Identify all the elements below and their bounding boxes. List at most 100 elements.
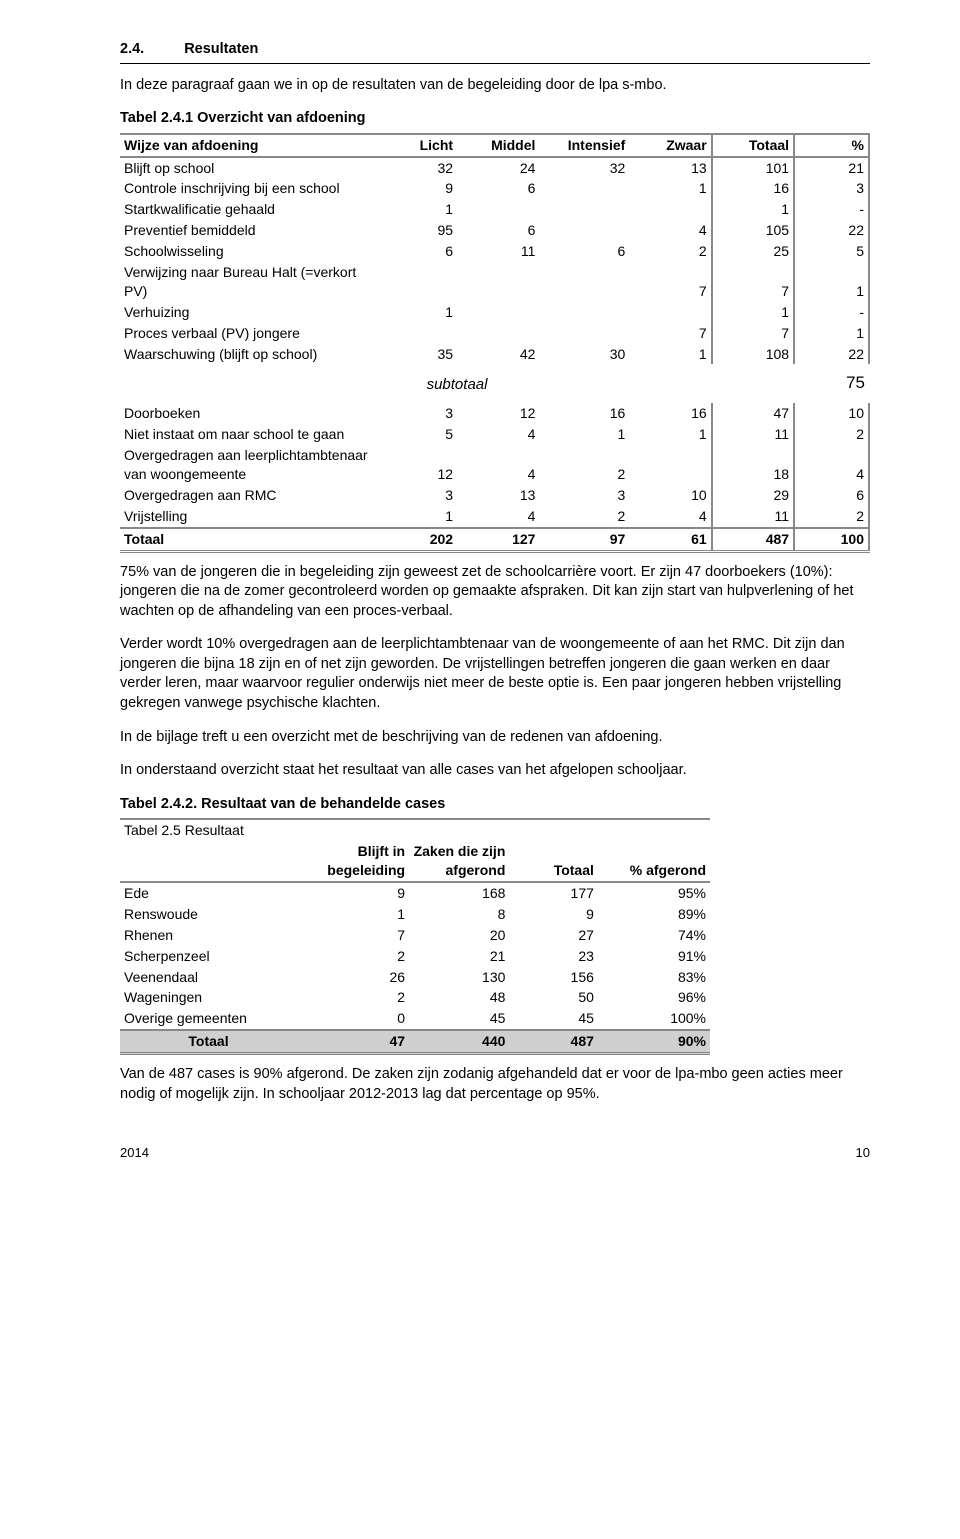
t2-head-cell: Blijft in begeleiding (297, 841, 409, 882)
t1-cell: 1 (794, 323, 869, 344)
t1-cell: 1 (375, 302, 457, 323)
body-p2: Verder wordt 10% overgedragen aan de lee… (120, 635, 870, 713)
t1-cell: 1 (629, 178, 711, 199)
t1-cell: 42 (457, 344, 539, 365)
t2-cell: 0 (297, 1008, 409, 1030)
t2-cell: 9 (509, 904, 598, 925)
t1-cell: 24 (457, 157, 539, 179)
t1-head-cell: Totaal (712, 134, 794, 157)
table-row: Proces verbaal (PV) jongere771 (120, 323, 869, 344)
t1-cell: 1 (712, 199, 794, 220)
t1-cell: 5 (794, 241, 869, 262)
t1-label: Proces verbaal (PV) jongere (120, 323, 375, 344)
table-row: Renswoude18989% (120, 904, 710, 925)
t1-label: Preventief bemiddeld (120, 220, 375, 241)
t1-cell: 16 (629, 403, 711, 424)
t1-cell: 7 (712, 323, 794, 344)
table-row: Overige gemeenten04545100% (120, 1008, 710, 1030)
table-row: Verwijzing naar Bureau Halt (=verkort PV… (120, 262, 869, 302)
t2-cell: 9 (297, 882, 409, 904)
table-afdoening: Wijze van afdoeningLichtMiddelIntensiefZ… (120, 133, 870, 553)
t1-total-cell: 61 (629, 528, 711, 551)
table-row: Preventief bemiddeld956410522 (120, 220, 869, 241)
table-row: Doorboeken31216164710 (120, 403, 869, 424)
table-row: Veenendaal2613015683% (120, 967, 710, 988)
t2-cell: 91% (598, 946, 710, 967)
t1-label: Verwijzing naar Bureau Halt (=verkort PV… (120, 262, 375, 302)
t1-label: Blijft op school (120, 157, 375, 179)
t2-cell: 7 (297, 925, 409, 946)
t2-head-cell (120, 841, 297, 882)
t1-cell (539, 262, 629, 302)
t2-label: Ede (120, 882, 297, 904)
t1-cell: 2 (629, 241, 711, 262)
t1-cell: 5 (375, 424, 457, 445)
t1-cell: 18 (712, 445, 794, 485)
t1-cell: 29 (712, 485, 794, 506)
t1-cell: 6 (794, 485, 869, 506)
table-row: Waarschuwing (blijft op school)354230110… (120, 344, 869, 365)
t2-cell: 23 (509, 946, 598, 967)
table-row: Overgedragen aan leerplichtambtenaar van… (120, 445, 869, 485)
t1-cell: 6 (539, 241, 629, 262)
t1-total-cell: 202 (375, 528, 457, 551)
t2-cell: 83% (598, 967, 710, 988)
t2-label: Scherpenzeel (120, 946, 297, 967)
t1-cell: 1 (629, 344, 711, 365)
body-p1: 75% van de jongeren die in begeleiding z… (120, 563, 870, 622)
t1-cell: 4 (629, 220, 711, 241)
t2-total-row: Totaal4744048790% (120, 1030, 710, 1053)
t1-cell: 11 (712, 424, 794, 445)
t2-total-cell: 47 (297, 1030, 409, 1053)
t1-cell: 16 (539, 403, 629, 424)
t2-cell: 74% (598, 925, 710, 946)
t1-head-cell: Licht (375, 134, 457, 157)
t2-cell: 130 (409, 967, 509, 988)
t1-cell: 13 (457, 485, 539, 506)
t1-cell: 4 (457, 424, 539, 445)
t2-cell: 21 (409, 946, 509, 967)
table-row: Schoolwisseling61162255 (120, 241, 869, 262)
t1-cell: 6 (457, 178, 539, 199)
t1-cell: 12 (457, 403, 539, 424)
t1-cell: 4 (794, 445, 869, 485)
t2-cell: 2 (297, 987, 409, 1008)
t1-cell: 3 (375, 403, 457, 424)
t1-subtotal-label: subtotaal (120, 364, 794, 403)
t2-cell: 27 (509, 925, 598, 946)
t1-cell (539, 220, 629, 241)
t2-header-row: Blijft in begeleidingZaken die zijn afge… (120, 841, 710, 882)
t1-cell: 1 (712, 302, 794, 323)
t2-label: Renswoude (120, 904, 297, 925)
t1-cell (629, 445, 711, 485)
t1-label: Doorboeken (120, 403, 375, 424)
table-row: Overgedragen aan RMC313310296 (120, 485, 869, 506)
t1-cell: 2 (539, 506, 629, 528)
t1-label: Niet instaat om naar school te gaan (120, 424, 375, 445)
t2-total-cell: 440 (409, 1030, 509, 1053)
table-row: Blijft op school3224321310121 (120, 157, 869, 179)
t1-cell: 3 (539, 485, 629, 506)
t1-cell: 10 (794, 403, 869, 424)
body-p3: In de bijlage treft u een overzicht met … (120, 728, 870, 748)
t2-head-cell: Zaken die zijn afgerond (409, 841, 509, 882)
t1-head-cell: % (794, 134, 869, 157)
page-footer: 2014 10 (120, 1144, 870, 1162)
t1-cell: 9 (375, 178, 457, 199)
table-row: Scherpenzeel2212391% (120, 946, 710, 967)
t1-label: Verhuizing (120, 302, 375, 323)
t1-total-cell: 487 (712, 528, 794, 551)
t2-total-cell: 487 (509, 1030, 598, 1053)
t1-cell: 95 (375, 220, 457, 241)
t1-cell: 11 (457, 241, 539, 262)
table-row: Wageningen2485096% (120, 987, 710, 1008)
table-row: Vrijstelling1424112 (120, 506, 869, 528)
t1-cell: 12 (375, 445, 457, 485)
t1-cell (457, 199, 539, 220)
t1-cell: 3 (375, 485, 457, 506)
t1-cell (375, 262, 457, 302)
t1-cell: 2 (794, 506, 869, 528)
table-row: Verhuizing11- (120, 302, 869, 323)
footer-year: 2014 (120, 1144, 149, 1162)
t1-cell (539, 178, 629, 199)
